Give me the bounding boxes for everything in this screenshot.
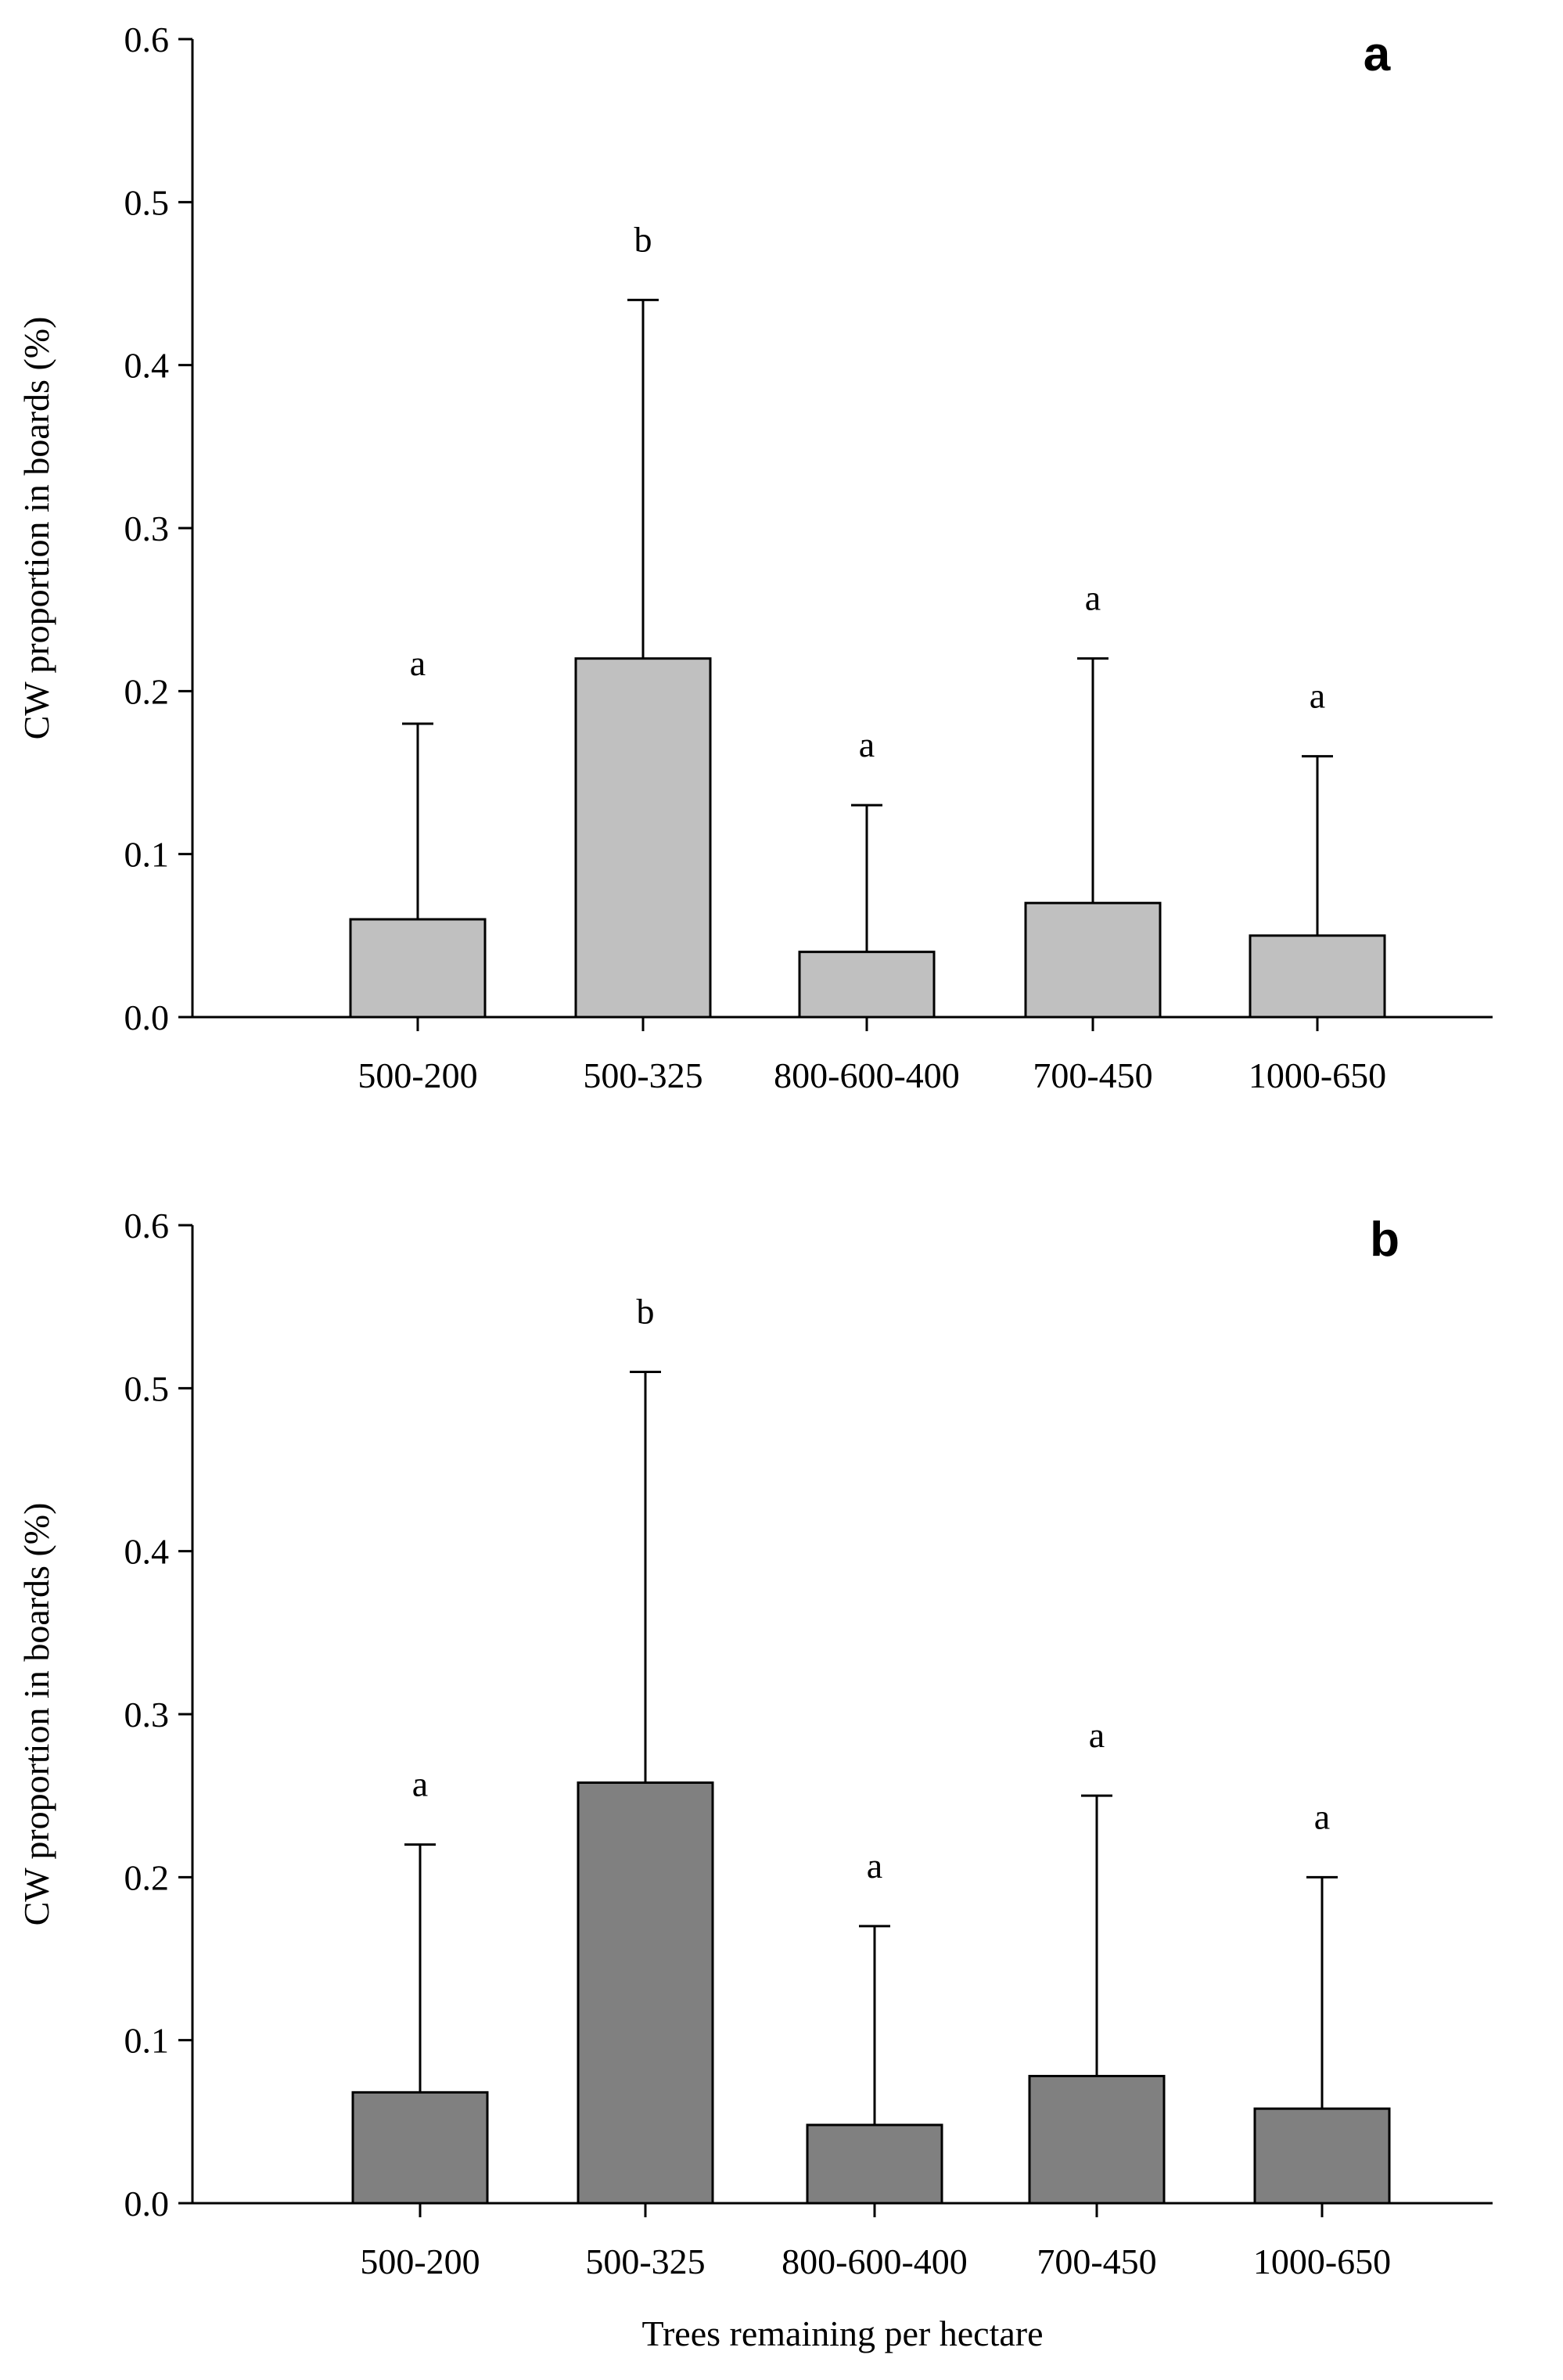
significance-letter: b: [637, 1292, 655, 1332]
y-tick-label: 0.1: [124, 835, 170, 875]
significance-letter: b: [634, 219, 652, 259]
bar: [1024, 901, 1162, 1019]
bar: [806, 2123, 943, 2205]
y-tick-label: 0.5: [124, 182, 170, 222]
x-tick-label: 800-600-400: [774, 1055, 960, 1095]
x-tick-label: 500-325: [583, 1055, 702, 1095]
x-tick-label: 700-450: [1037, 2242, 1156, 2281]
y-axis-label: CW proportion in boards (%): [16, 317, 56, 740]
x-tick-label: 800-600-400: [782, 2242, 968, 2281]
bar: [577, 1781, 714, 2205]
significance-letter: a: [410, 643, 426, 683]
bar: [351, 2091, 489, 2205]
y-tick-label: 0.4: [124, 346, 170, 386]
bar: [1249, 934, 1386, 1019]
significance-letter: a: [867, 1846, 882, 1886]
bar: [574, 657, 712, 1019]
y-tick-label: 0.6: [124, 20, 170, 59]
y-tick-label: 0.5: [124, 1368, 170, 1408]
chart-panel-b: 0.0 0.1 0.2 0.3 0.4 0.5 0.6 CW proportion in bo…: [16, 1206, 1493, 2353]
bar: [798, 951, 936, 1019]
y-tick-label: 0.0: [124, 998, 170, 1037]
y-axis-label: CW proportion in boards (%): [16, 1503, 56, 1926]
panel-label: a: [1364, 27, 1391, 81]
bar: [1253, 2107, 1391, 2205]
x-tick-label: 700-450: [1033, 1055, 1152, 1095]
bar: [1028, 2075, 1166, 2205]
y-tick-label: 0.0: [124, 2184, 170, 2224]
x-axis-label: Trees remaining per hectare: [641, 2313, 1043, 2353]
y-tick-label: 0.4: [124, 1532, 170, 1572]
y-tick-label: 0.6: [124, 1206, 170, 1246]
significance-letter: a: [1314, 1796, 1330, 1836]
y-tick-label: 0.3: [124, 509, 170, 548]
significance-letter: a: [1310, 676, 1325, 716]
significance-letter: a: [1089, 1715, 1105, 1755]
y-tick-label: 0.2: [124, 671, 170, 711]
y-tick-label: 0.1: [124, 2021, 170, 2061]
y-tick-label: 0.2: [124, 1857, 170, 1897]
x-tick-label: 500-200: [358, 1055, 477, 1095]
bar: [349, 918, 487, 1019]
x-tick-label: 500-325: [585, 2242, 705, 2281]
y-tick-label: 0.3: [124, 1695, 170, 1735]
significance-letter: a: [412, 1764, 428, 1804]
panel-label: b: [1370, 1213, 1400, 1267]
significance-letter: a: [859, 724, 875, 764]
x-tick-label: 1000-650: [1249, 1055, 1386, 1095]
x-tick-label: 500-200: [360, 2242, 480, 2281]
chart-panel-a: 0.0 0.1 0.2 0.3 0.4 0.5 0.6 CW proportion in bo…: [16, 20, 1493, 1095]
significance-letter: a: [1085, 578, 1101, 618]
x-tick-label: 1000-650: [1253, 2242, 1391, 2281]
